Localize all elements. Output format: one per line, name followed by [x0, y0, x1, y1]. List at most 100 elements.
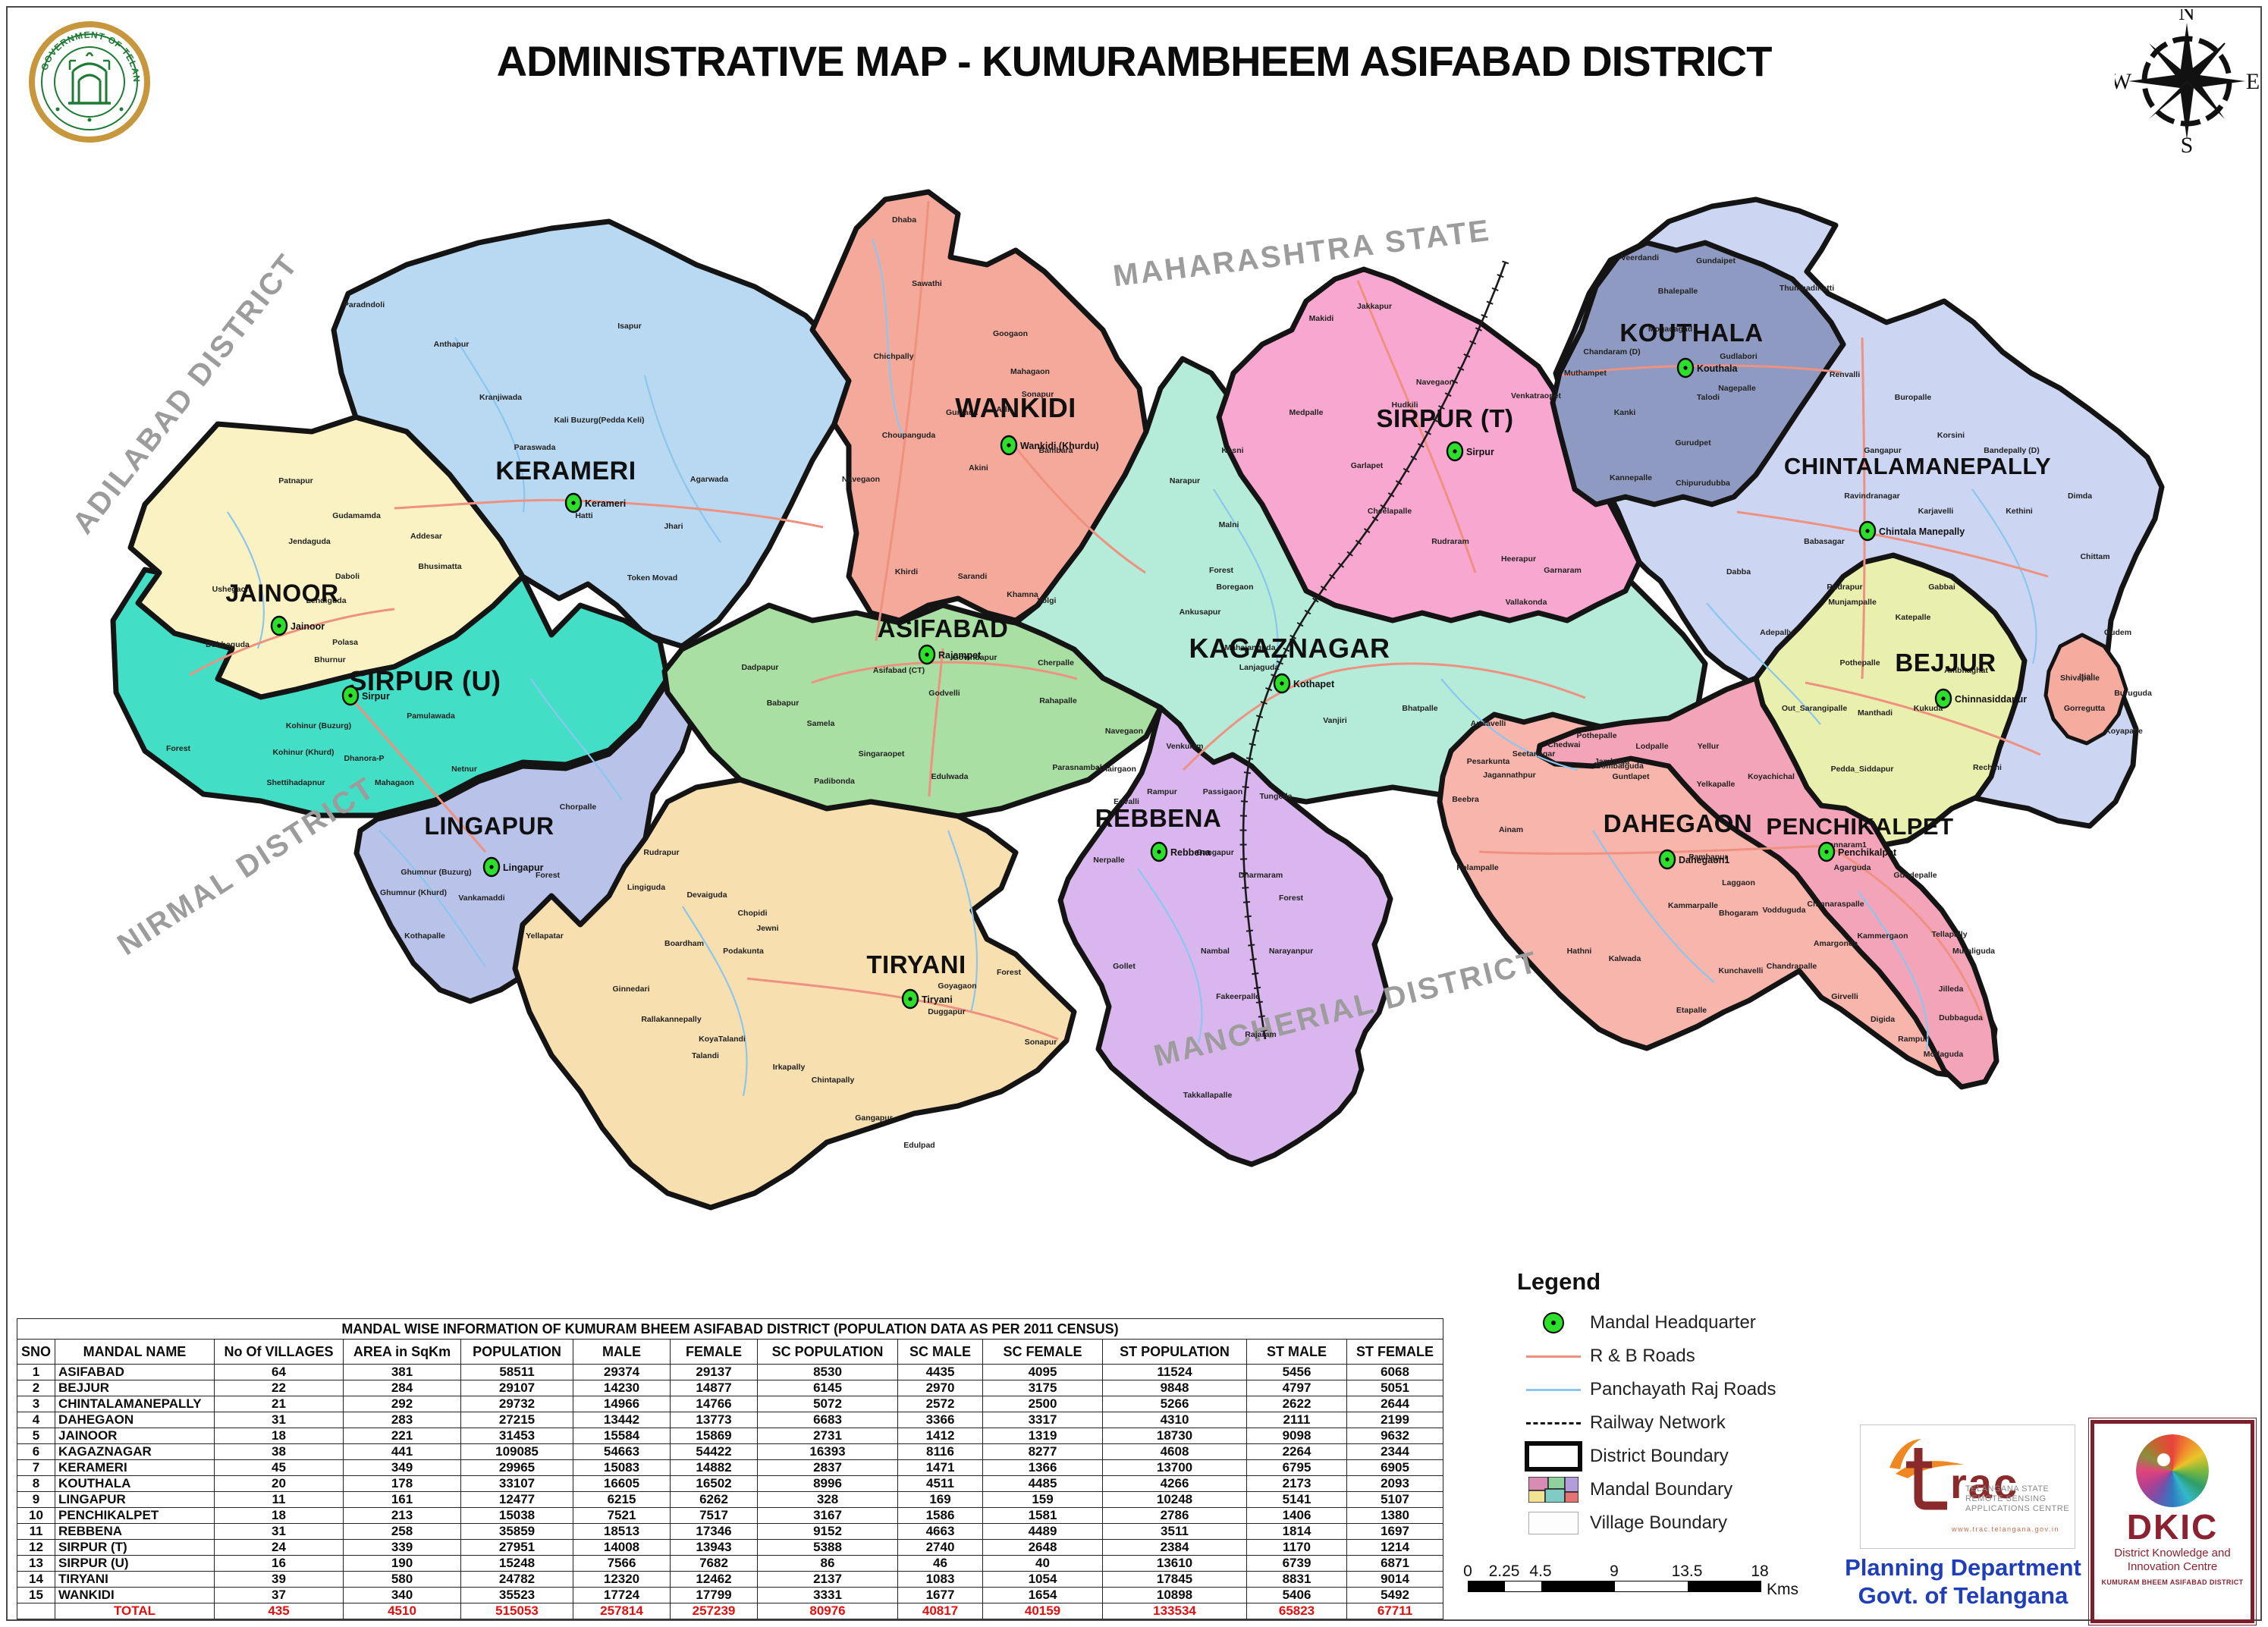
village-label: Asifabad (CT): [873, 666, 925, 675]
village-label: Gundepalle: [1893, 871, 1937, 880]
village-label: Kalwada: [1609, 954, 1641, 963]
village-label: Boregaon: [1216, 583, 1253, 592]
column-header: AREA in SqKm: [343, 1339, 461, 1365]
village-label: Irkapally: [773, 1063, 806, 1072]
table-cell: 221: [343, 1428, 461, 1444]
village-label: Koyachichal: [1748, 772, 1795, 781]
village-label: Arli: [996, 405, 1010, 414]
panchayath-road: [1706, 602, 1821, 725]
village-label: Kohinur (Buzurg): [286, 721, 351, 730]
table-cell: 1319: [982, 1428, 1103, 1444]
table-cell: 13610: [1102, 1555, 1247, 1572]
mandal-label-sirpur-u: SIRPUR (U): [349, 665, 501, 696]
table-row: 8 KOUTHALA 20 178 33107 16605 16502 8996 4511 448…: [17, 1475, 1443, 1492]
village-label: Fakeerpalle: [1216, 992, 1260, 1001]
village-label: Beebra: [1452, 795, 1479, 804]
table-body: 1 ASIFABAD 64 381 58511 29374 29137 8530 4435 409…: [17, 1364, 1443, 1619]
village-label: Forest: [166, 744, 191, 753]
village-label: Motlaguda: [1924, 1050, 1964, 1059]
village-label: Dharmaram: [1239, 871, 1283, 880]
trac-org-text: TELANGANA STATE REMOTE SENSING APPLICATI…: [1965, 1484, 2070, 1513]
village-label: Godvelli: [928, 689, 960, 698]
village-label: Itial: [2079, 672, 2093, 681]
table-cell: 65823: [1246, 1603, 1347, 1619]
table-cell: 161: [343, 1491, 461, 1508]
legend-title: Legend: [1517, 1268, 1601, 1295]
table-cell: WANKIDI: [55, 1587, 215, 1603]
village-label: Bhusimatta: [418, 562, 461, 571]
table-cell: 13: [17, 1555, 55, 1572]
village-label: Buropalle: [1895, 393, 1932, 402]
village-label: Choupanguda: [882, 431, 936, 440]
village-label: Bhurnur: [314, 655, 345, 664]
village-label: Dhanora-P: [344, 754, 384, 763]
legend-items: Mandal Headquarter R & B Roads Panchayath …: [1517, 1306, 1843, 1540]
legend-item-district: District Boundary: [1517, 1440, 1843, 1473]
village-label: Daboli: [335, 572, 360, 581]
table-cell: 4435: [897, 1364, 983, 1380]
mandal-hq-marker-rebbena: Rebbena: [1150, 841, 1211, 862]
panchayath-road: [643, 375, 721, 543]
table-cell: 6795: [1246, 1459, 1347, 1476]
table-cell: 14: [17, 1571, 55, 1588]
table-cell: 159: [982, 1491, 1103, 1508]
scale-bar: 0 2.25 4.5 9 13.5 18 Kms: [1463, 1563, 1824, 1598]
mandal-region-sirpur-t: [1216, 266, 1642, 623]
table-cell: 10248: [1102, 1491, 1247, 1508]
table-cell: 1586: [897, 1507, 983, 1524]
table-cell: 7566: [573, 1555, 671, 1572]
table-cell: 40: [982, 1555, 1103, 1572]
compass-e: E: [2246, 69, 2259, 94]
rb-road: [1736, 510, 2049, 578]
table-row: 9 LINGAPUR 11 161 12477 6215 6262 328 169 159 1024…: [17, 1491, 1443, 1508]
table-cell: 109085: [460, 1443, 573, 1460]
district-map: ADILABAD DISTRICT MAHARASHTRA STATENIRMAL…: [66, 189, 2165, 1211]
table-cell: 21: [214, 1396, 344, 1412]
rb-road: [875, 200, 930, 642]
village-label: Agarwada: [690, 475, 728, 484]
column-header: MANDAL NAME: [55, 1339, 215, 1365]
village-label: Forest: [1209, 566, 1234, 575]
table-cell: 39: [214, 1571, 344, 1588]
village-label: Duggapur: [928, 1007, 966, 1016]
table-cell: 1406: [1246, 1507, 1347, 1524]
mandal-hq-marker-sirpur-u: Sirpur: [341, 685, 390, 706]
legend-item-hq: Mandal Headquarter: [1517, 1306, 1843, 1340]
hq-village-label: Wankidi (Khurdu): [1020, 441, 1099, 451]
panchayath-road: [530, 678, 623, 801]
table-row: 5 JAINOOR 18 221 31453 15584 15869 2731 1412 1319…: [17, 1428, 1443, 1444]
table-cell: 3175: [982, 1380, 1103, 1396]
table-row: 3 CHINTALAMANEPALLY 21 292 29732 14966 14766 50…: [17, 1396, 1443, 1412]
table-cell: BEJJUR: [55, 1380, 215, 1396]
village-label: Gundaipet: [1696, 256, 1736, 265]
table-cell: 18: [214, 1507, 344, 1524]
table-cell: 1054: [982, 1571, 1103, 1588]
village-label: Chichpally: [873, 352, 913, 361]
village-label: Seetanagar: [1513, 749, 1556, 759]
mandal-region-kouthala: [1550, 240, 1846, 507]
village-label: Shettihadapnur: [266, 778, 325, 787]
table-cell: 54422: [670, 1443, 758, 1460]
panchayath-road: [1440, 678, 1578, 771]
village-label: Manthadi: [1858, 708, 1893, 718]
rb-road: [1861, 337, 1866, 680]
table-cell: JAINOOR: [55, 1428, 215, 1444]
table-cell: 213: [343, 1507, 461, 1524]
scale-tick: 2.25: [1488, 1563, 1520, 1580]
table-cell: 2786: [1102, 1507, 1247, 1524]
table-cell: 2837: [757, 1459, 898, 1476]
table-cell: 2644: [1346, 1396, 1443, 1412]
scale-segment: [1541, 1581, 1615, 1591]
mandal-hq-marker-wankidi: Wankidi (Khurdu): [1000, 435, 1099, 456]
village-label: Yelkapalle: [1697, 780, 1736, 789]
village-label: Nagepalle: [1718, 384, 1756, 393]
village-label: Ambhaghat: [1944, 666, 1988, 675]
village-label: Tungeda: [1260, 792, 1293, 801]
village-label: Chipurudubba: [1676, 479, 1730, 488]
village-label: Gurudpet: [1675, 438, 1711, 448]
rb-road: [746, 977, 1059, 1041]
table-cell: 4266: [1102, 1475, 1247, 1492]
table-cell: 7521: [573, 1507, 671, 1524]
compass-s: S: [2181, 133, 2194, 153]
table-cell: 2: [17, 1380, 55, 1396]
